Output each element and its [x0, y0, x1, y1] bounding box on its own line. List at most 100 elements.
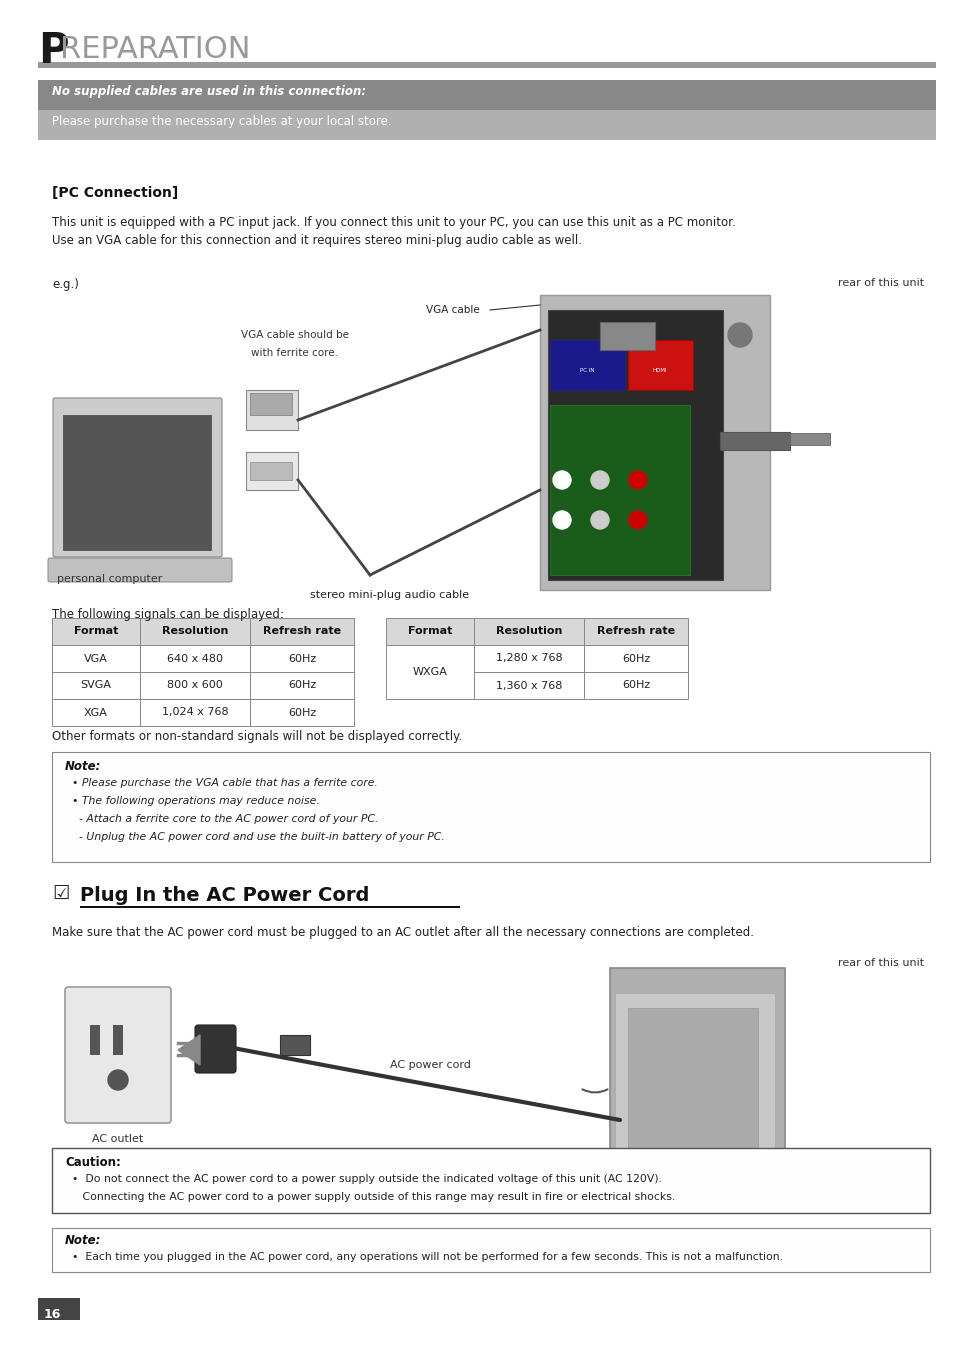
Text: • Please purchase the VGA cable that has a ferrite core.: • Please purchase the VGA cable that has… [71, 778, 377, 789]
Text: 640 x 480: 640 x 480 [167, 654, 223, 663]
Bar [140, 700, 250, 727]
Bar [140, 617, 250, 644]
Circle shape [727, 324, 751, 346]
Text: 60Hz: 60Hz [288, 681, 315, 690]
Bar [250, 617, 354, 644]
Bar [246, 390, 297, 430]
Bar [539, 295, 769, 590]
Text: personal computer: personal computer [57, 574, 163, 584]
Text: AC power cord: AC power cord [389, 1060, 470, 1070]
Text: VGA cable: VGA cable [426, 305, 479, 315]
Text: Caution:: Caution: [65, 1157, 121, 1169]
Text: rear of this unit: rear of this unit [837, 278, 923, 288]
Text: 60Hz: 60Hz [621, 654, 649, 663]
Text: ☑: ☑ [52, 884, 70, 903]
Text: WXGA: WXGA [412, 667, 447, 677]
Circle shape [553, 511, 571, 528]
Text: No supplied cables are used in this connection:: No supplied cables are used in this conn… [52, 85, 366, 98]
FancyBboxPatch shape [65, 987, 171, 1123]
Text: rear of this unit: rear of this unit [837, 958, 923, 968]
Circle shape [628, 470, 646, 489]
Bar [52, 617, 140, 644]
Bar [112, 1024, 123, 1055]
Text: Format: Format [407, 627, 452, 636]
Text: VGA cable should be: VGA cable should be [241, 330, 349, 340]
Bar [63, 415, 211, 550]
Bar [280, 1035, 310, 1055]
Bar [550, 404, 689, 576]
Text: Refresh rate: Refresh rate [597, 627, 675, 636]
Text: Connecting the AC power cord to a power supply outside of this range may result : Connecting the AC power cord to a power … [71, 1192, 675, 1202]
Bar [52, 1148, 929, 1213]
Bar [250, 673, 354, 700]
Bar [250, 462, 292, 480]
Text: XGA: XGA [84, 708, 108, 717]
Text: •  Each time you plugged in the AC power cord, any operations will not be perfor: • Each time you plugged in the AC power … [71, 1252, 782, 1262]
Polygon shape [178, 1035, 200, 1065]
Circle shape [590, 470, 608, 489]
Bar [250, 394, 292, 415]
Circle shape [590, 511, 608, 528]
Text: This unit is equipped with a PC input jack. If you connect this unit to your PC,: This unit is equipped with a PC input ja… [52, 216, 735, 229]
Bar [609, 968, 784, 1188]
Bar [52, 644, 140, 673]
Bar [474, 617, 583, 644]
FancyBboxPatch shape [53, 398, 222, 557]
Text: PC IN: PC IN [579, 368, 594, 373]
Bar [246, 452, 297, 491]
Text: Resolution: Resolution [496, 627, 561, 636]
Text: - Attach a ferrite core to the AC power cord of your PC.: - Attach a ferrite core to the AC power … [71, 814, 378, 824]
Text: The following signals can be displayed:: The following signals can be displayed: [52, 608, 284, 621]
Bar [52, 673, 140, 700]
Bar [38, 1298, 80, 1320]
Text: 800 x 600: 800 x 600 [167, 681, 223, 690]
Text: HDMI: HDMI [652, 368, 666, 373]
Bar [720, 431, 789, 450]
Circle shape [553, 470, 571, 489]
Bar [80, 906, 459, 909]
Bar [52, 752, 929, 861]
Text: Plug In the AC Power Cord: Plug In the AC Power Cord [80, 886, 369, 905]
Text: [PC Connection]: [PC Connection] [52, 186, 178, 200]
Text: SVGA: SVGA [80, 681, 112, 690]
Text: Other formats or non-standard signals will not be displayed correctly.: Other formats or non-standard signals wi… [52, 731, 462, 743]
Text: Use an VGA cable for this connection and it requires stereo mini-plug audio cabl: Use an VGA cable for this connection and… [52, 235, 581, 247]
Bar [474, 644, 583, 673]
Bar [583, 673, 687, 700]
Circle shape [628, 511, 646, 528]
Text: 60Hz: 60Hz [621, 681, 649, 690]
Bar [38, 80, 935, 111]
Text: 60Hz: 60Hz [288, 654, 315, 663]
Text: - Unplug the AC power cord and use the built-in battery of your PC.: - Unplug the AC power cord and use the b… [71, 832, 444, 842]
Bar [250, 644, 354, 673]
Circle shape [108, 1070, 128, 1091]
Text: Refresh rate: Refresh rate [263, 627, 341, 636]
Bar [583, 617, 687, 644]
Text: Make sure that the AC power cord must be plugged to an AC outlet after all the n: Make sure that the AC power cord must be… [52, 926, 753, 940]
Bar [547, 310, 722, 580]
Bar [140, 644, 250, 673]
Bar [627, 1008, 758, 1167]
Text: Resolution: Resolution [162, 627, 228, 636]
Text: 1,360 x 768: 1,360 x 768 [496, 681, 561, 690]
Bar [250, 700, 354, 727]
Text: Note:: Note: [65, 1233, 101, 1247]
Bar [90, 1024, 100, 1055]
Text: with ferrite core.: with ferrite core. [252, 348, 338, 359]
FancyBboxPatch shape [48, 558, 232, 582]
Text: 60Hz: 60Hz [288, 708, 315, 717]
Text: Format: Format [73, 627, 118, 636]
Text: EN: EN [44, 1325, 57, 1335]
FancyBboxPatch shape [194, 1024, 235, 1073]
Bar [386, 617, 474, 644]
Text: 1,280 x 768: 1,280 x 768 [496, 654, 561, 663]
Text: 16: 16 [44, 1308, 61, 1321]
Bar [140, 673, 250, 700]
Text: REPARATION: REPARATION [60, 35, 251, 63]
Bar [599, 322, 655, 350]
Bar [615, 993, 774, 1184]
Text: AC outlet: AC outlet [92, 1134, 144, 1144]
Text: Note:: Note: [65, 760, 101, 772]
Text: stereo mini-plug audio cable: stereo mini-plug audio cable [310, 590, 469, 600]
Bar [38, 111, 935, 140]
